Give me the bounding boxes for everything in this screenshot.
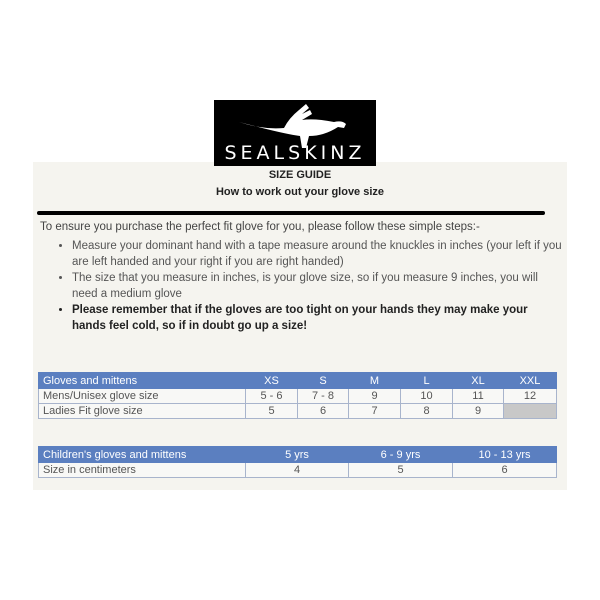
cell: 7 - 8 [297,388,349,404]
seal-icon [239,104,346,148]
intro-text: To ensure you purchase the perfect fit g… [40,221,480,233]
step-item: The size that you measure in inches, is … [72,270,562,302]
header-cell: XL [452,372,504,389]
cell: 9 [348,388,401,404]
header-cell: XS [245,372,298,389]
cell: 5 [245,403,298,419]
step-item: Measure your dominant hand with a tape m… [72,238,562,270]
logo-text: SEALSKINZ [224,142,366,164]
cell: 8 [400,403,453,419]
row-label: Ladies Fit glove size [38,403,246,419]
table-header-row: Gloves and mittens XS S M L XL XXL [38,372,557,389]
header-cell: Children's gloves and mittens [38,446,246,463]
content-panel [33,162,567,490]
empty-cell [503,403,557,419]
cell: 12 [503,388,557,404]
steps-list: Measure your dominant hand with a tape m… [56,238,562,334]
table-row: Ladies Fit glove size 5 6 7 8 9 [38,403,557,419]
cell: 9 [452,403,504,419]
header-cell: M [348,372,401,389]
cell: 5 - 6 [245,388,298,404]
cell: 6 [297,403,349,419]
header-cell: L [400,372,453,389]
table-row: Size in centimeters 4 5 6 [38,462,557,478]
header-cell: 6 - 9 yrs [348,446,453,463]
header-cell: Gloves and mittens [38,372,246,389]
page-title: SIZE GUIDE [268,169,332,181]
cell: 11 [452,388,504,404]
header-cell: 5 yrs [245,446,349,463]
header-cell: XXL [503,372,557,389]
cell: 5 [348,462,453,478]
cell: 6 [452,462,557,478]
header-cell: 10 - 13 yrs [452,446,557,463]
sealskinz-logo: SEALSKINZ [214,100,376,166]
divider [37,211,545,215]
children-size-table: Children's gloves and mittens 5 yrs 6 - … [38,446,557,478]
header-cell: S [297,372,349,389]
cell: 10 [400,388,453,404]
table-header-row: Children's gloves and mittens 5 yrs 6 - … [38,446,557,463]
page-subtitle: How to work out your glove size [215,186,385,198]
row-label: Size in centimeters [38,462,246,478]
step-item: Please remember that if the gloves are t… [72,302,562,334]
table-row: Mens/Unisex glove size 5 - 6 7 - 8 9 10 … [38,388,557,404]
cell: 7 [348,403,401,419]
row-label: Mens/Unisex glove size [38,388,246,404]
cell: 4 [245,462,349,478]
adult-size-table: Gloves and mittens XS S M L XL XXL Mens/… [38,372,557,419]
